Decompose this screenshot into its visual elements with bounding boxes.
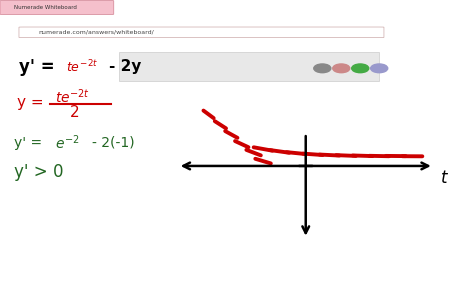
Text: - 2y: - 2y (109, 59, 141, 74)
FancyBboxPatch shape (19, 27, 384, 38)
Text: numerade.com/answers/whiteboard/: numerade.com/answers/whiteboard/ (38, 30, 154, 35)
Text: y' > 0: y' > 0 (14, 163, 64, 181)
Circle shape (352, 64, 369, 73)
Text: t: t (441, 169, 447, 187)
Text: y' =: y' = (19, 58, 55, 76)
Text: 2: 2 (70, 105, 80, 120)
Text: $te^{-2t}$: $te^{-2t}$ (55, 88, 90, 106)
Bar (118, 52, 379, 81)
Circle shape (314, 64, 331, 73)
Text: y =: y = (17, 96, 48, 110)
Text: $te^{\!-\!2t}$: $te^{\!-\!2t}$ (66, 58, 99, 75)
Circle shape (371, 64, 388, 73)
Circle shape (333, 64, 350, 73)
FancyBboxPatch shape (0, 1, 114, 15)
Text: $e^{-2}$: $e^{-2}$ (55, 134, 79, 152)
Text: y' =: y' = (14, 136, 47, 150)
Text: - 2(-1): - 2(-1) (92, 136, 135, 150)
Text: Numerade Whiteboard: Numerade Whiteboard (14, 5, 77, 10)
